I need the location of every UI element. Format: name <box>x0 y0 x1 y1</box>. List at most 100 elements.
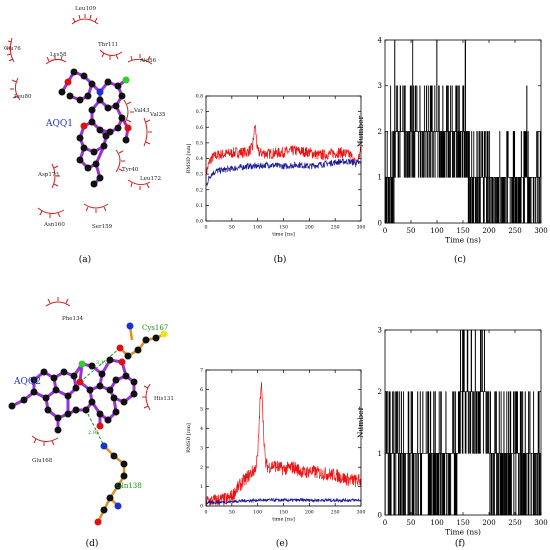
chart-f: 0 50 100 150 200 250 300 0 1 2 3 Time (ns) Number <box>356 326 548 536</box>
y-tick-label: 0.6 <box>196 125 203 131</box>
residue-arcs <box>6 14 153 218</box>
hbond-distance-label: 2.95 <box>88 430 99 436</box>
residue-label: Phe134 <box>62 316 83 322</box>
plot-frame <box>205 369 362 507</box>
x-tick-label: 100 <box>430 519 443 527</box>
residue-label: Glu76 <box>4 46 21 52</box>
y-tick-label: 2 <box>200 465 203 471</box>
ligand-atoms <box>8 322 168 526</box>
x-tick-label: 200 <box>482 519 495 527</box>
y-tick-label: 0.1 <box>196 203 203 209</box>
residue-label: Leu109 <box>75 6 96 12</box>
x-tick-label: 200 <box>482 227 495 235</box>
x-tick-label: 200 <box>305 225 314 231</box>
y-axis-label: RMSD [nm] <box>186 144 192 174</box>
panel-label-e: (e) <box>276 538 288 549</box>
x-tick-label: 250 <box>331 510 340 516</box>
y-tick-label: 3 <box>200 445 203 451</box>
y-tick-label: 7 <box>200 368 203 374</box>
residue-arcs <box>31 297 151 446</box>
residue-label: Glu168 <box>32 458 53 464</box>
x-tick-label: 300 <box>534 519 547 527</box>
x-tick-label: 300 <box>357 225 366 231</box>
y-tick-label: 3 <box>378 82 382 90</box>
x-axis-label: time [ns] <box>272 517 295 523</box>
x-tick-label: 150 <box>279 510 288 516</box>
chart-c: 0 50 100 150 200 250 300 0 1 2 3 4 Time (ns) Number <box>356 36 548 244</box>
x-tick-label: 300 <box>357 510 366 516</box>
panel-label-a: (a) <box>79 254 91 265</box>
residue-label: Ala56 <box>139 58 157 64</box>
y-tick-label: 0 <box>378 511 382 519</box>
residue-label: Asn160 <box>43 222 65 228</box>
hbond-distance-label: 3.17 <box>96 360 107 366</box>
y-axis-label: Number <box>356 115 365 147</box>
y-tick-label: 4 <box>200 426 203 432</box>
series-line <box>205 497 362 505</box>
x-tick-label: 50 <box>407 519 416 527</box>
x-tick-label: 100 <box>253 225 262 231</box>
y-tick-label: 1 <box>200 484 203 490</box>
x-tick-label: 150 <box>456 519 469 527</box>
y-tick-label: 0.0 <box>196 219 203 225</box>
ligplot-aqq2: AQQ2 Cys167 Gln138 3.17 2.95 Phe134 His1… <box>8 297 174 549</box>
series-line <box>205 157 362 187</box>
ligplot-aqq1: AQQ1 Leu109 Glu76 Lys58 Thr111 Ala56 Leu… <box>4 6 166 265</box>
x-tick-label: 0 <box>205 510 208 516</box>
series-line <box>205 124 362 180</box>
series-line <box>384 329 541 516</box>
y-tick-label: 0 <box>378 219 382 227</box>
y-tick-label: 2 <box>378 128 382 136</box>
y-tick-label: 0.7 <box>196 109 203 115</box>
ligand-atoms <box>58 68 132 188</box>
panel-label-f: (f) <box>455 538 465 549</box>
x-tick-label: 50 <box>229 510 235 516</box>
residue-label: Val35 <box>149 112 166 118</box>
residue-label: His131 <box>154 396 174 402</box>
residue-labels: Phe134 His131 Glu168 <box>32 316 174 464</box>
x-tick-label: 100 <box>430 227 443 235</box>
residue-label: Thr111 <box>98 42 118 48</box>
residue-label: Lys58 <box>50 52 67 58</box>
hbond-residue-label: Gln138 <box>116 482 142 490</box>
y-axis-label: Number <box>356 406 365 438</box>
chart-e: 0 50 100 150 200 250 300 0 1 2 3 4 5 6 7 time [ns] RMSD … <box>186 368 365 523</box>
x-tick-label: 200 <box>305 510 314 516</box>
hbond-residue-label: Cys167 <box>142 324 168 332</box>
plot-frame <box>205 95 362 222</box>
residue-label: Val43 <box>133 108 150 114</box>
x-tick-label: 0 <box>383 227 387 235</box>
residue-labels: Leu109 Glu76 Lys58 Thr111 Ala56 Leu80 Va… <box>4 6 166 230</box>
y-tick-label: 5 <box>200 406 203 412</box>
chart-b: 0 50 100 150 200 250 300 0.0 0.1 0.2 0.3 0.4 0.5 0.6 0… <box>186 94 365 238</box>
x-axis-label: Time (ns) <box>445 236 481 245</box>
series-line <box>384 39 542 224</box>
ligand-label-aqq2: AQQ2 <box>13 377 41 387</box>
y-tick-label: 0.4 <box>196 156 203 162</box>
x-tick-label: 50 <box>407 227 416 235</box>
y-tick-label: 0.3 <box>196 172 203 178</box>
residue-label: Leu172 <box>140 176 161 182</box>
x-tick-label: 300 <box>534 227 547 235</box>
x-tick-label: 250 <box>508 519 521 527</box>
y-tick-label: 0 <box>200 504 203 510</box>
y-tick-label: 0.5 <box>196 140 203 146</box>
x-axis-label: Time (ns) <box>445 528 481 537</box>
series-line <box>205 381 362 506</box>
x-tick-label: 50 <box>229 225 235 231</box>
ligand-label-aqq1: AQQ1 <box>45 119 73 129</box>
panel-label-d: (d) <box>86 538 99 549</box>
x-tick-label: 250 <box>331 225 340 231</box>
y-tick-label: 1 <box>378 174 382 182</box>
y-tick-label: 6 <box>200 387 203 393</box>
x-tick-label: 250 <box>508 227 521 235</box>
y-tick-label: 0.2 <box>196 187 203 193</box>
y-tick-label: 4 <box>378 36 383 44</box>
hbond-lines <box>79 347 121 447</box>
y-axis-label: RMSD [nm] <box>186 423 192 453</box>
x-tick-label: 0 <box>205 225 208 231</box>
y-tick-label: 3 <box>378 326 382 334</box>
y-tick-label: 0.8 <box>196 94 203 100</box>
residue-label: Ser159 <box>92 224 113 230</box>
